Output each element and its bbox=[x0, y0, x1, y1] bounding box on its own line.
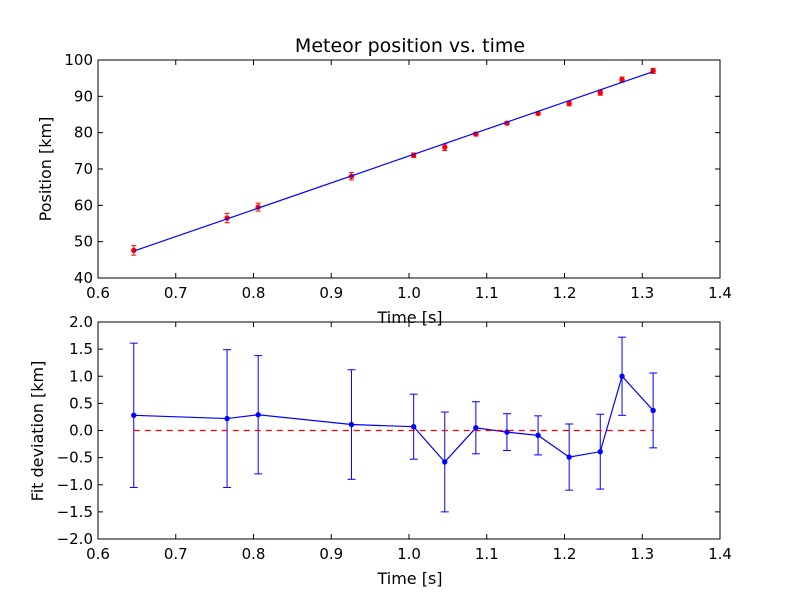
deviation-data-point bbox=[650, 407, 656, 414]
deviation-x-tick-label: 1.4 bbox=[708, 545, 732, 563]
position-data-point bbox=[442, 144, 448, 150]
position-y-tick-label: 90 bbox=[74, 87, 93, 105]
position-x-tick-label: 0.8 bbox=[242, 284, 266, 302]
deviation-x-tick-label: 1.1 bbox=[475, 545, 499, 563]
position-y-tick-label: 100 bbox=[64, 51, 93, 69]
deviation-y-tick-label: 1.5 bbox=[69, 340, 93, 358]
position-x-tick-label: 1.2 bbox=[553, 284, 577, 302]
position-x-tick-label: 1.0 bbox=[397, 284, 421, 302]
position-data-point bbox=[597, 90, 603, 96]
deviation-data-point bbox=[442, 459, 448, 465]
deviation-data-point bbox=[473, 425, 479, 431]
deviation-x-axis-label: Time [s] bbox=[376, 569, 442, 588]
position-y-axis-label: Position [km] bbox=[36, 117, 55, 222]
deviation-x-tick-label: 0.8 bbox=[242, 545, 266, 563]
position-data-point bbox=[619, 76, 625, 83]
position-chart-title: Meteor position vs. time bbox=[295, 35, 525, 57]
deviation-y-tick-label: −0.5 bbox=[57, 449, 93, 467]
deviation-y-tick-label: 2.0 bbox=[69, 313, 93, 331]
deviation-y-tick-label: 0.0 bbox=[69, 422, 93, 440]
deviation-y-tick-label: 0.5 bbox=[69, 394, 93, 412]
position-plot-content bbox=[131, 67, 656, 256]
position-x-tick-label: 1.4 bbox=[708, 284, 732, 302]
position-x-tick-label: 0.7 bbox=[164, 284, 188, 302]
position-x-tick-label: 0.9 bbox=[319, 284, 343, 302]
deviation-y-tick-label: −2.0 bbox=[57, 530, 93, 548]
position-data-point bbox=[566, 100, 572, 107]
deviation-data-point bbox=[131, 412, 137, 419]
deviation-x-tick-label: 1.0 bbox=[397, 545, 421, 563]
deviation-y-tick-label: −1.5 bbox=[57, 503, 93, 521]
deviation-x-tick-label: 0.7 bbox=[164, 545, 188, 563]
deviation-data-point bbox=[566, 454, 572, 460]
position-x-tick-label: 1.3 bbox=[630, 284, 654, 302]
deviation-data-point bbox=[348, 421, 355, 428]
deviation-ticks: 0.6 0.7 0.8 0.9 1.0 1.1 1.2 1.3 1.4 −2.0 −1.5 −1.0 −… bbox=[57, 313, 732, 563]
deviation-data-point bbox=[535, 432, 541, 439]
deviation-data-point bbox=[619, 373, 625, 379]
deviation-plot-content bbox=[129, 336, 658, 513]
position-y-tick-label: 50 bbox=[74, 233, 93, 251]
position-panel: Meteor position vs. time 0.6 0.7 0.8 0.9 1.0… bbox=[36, 35, 732, 327]
position-y-tick-label: 60 bbox=[74, 196, 93, 214]
deviation-y-tick-label: 1.0 bbox=[69, 367, 93, 385]
deviation-x-tick-label: 0.6 bbox=[86, 545, 110, 563]
deviation-data-point bbox=[410, 424, 417, 430]
deviation-y-axis-label: Fit deviation [km] bbox=[28, 361, 47, 502]
deviation-y-tick-label: −1.0 bbox=[57, 476, 93, 494]
position-x-tick-label: 0.6 bbox=[86, 284, 110, 302]
position-ticks: 0.6 0.7 0.8 0.9 1.0 1.1 1.2 1.3 1.4 40 50 60 70 80 90 1… bbox=[64, 51, 732, 302]
position-x-tick-label: 1.1 bbox=[475, 284, 499, 302]
deviation-x-tick-label: 1.3 bbox=[630, 545, 654, 563]
deviation-panel: 0.6 0.7 0.8 0.9 1.0 1.1 1.2 1.3 1.4 −2.0 −1.5 −1.0 −… bbox=[28, 313, 732, 588]
position-y-tick-label: 80 bbox=[74, 124, 93, 142]
deviation-x-tick-label: 0.9 bbox=[319, 545, 343, 563]
position-y-tick-label: 70 bbox=[74, 160, 93, 178]
deviation-data-point bbox=[255, 412, 261, 418]
deviation-x-tick-label: 1.2 bbox=[553, 545, 577, 563]
deviation-data-point bbox=[224, 415, 230, 422]
fit-line bbox=[133, 71, 654, 252]
deviation-data-point bbox=[597, 448, 603, 455]
position-y-tick-label: 40 bbox=[74, 269, 93, 287]
